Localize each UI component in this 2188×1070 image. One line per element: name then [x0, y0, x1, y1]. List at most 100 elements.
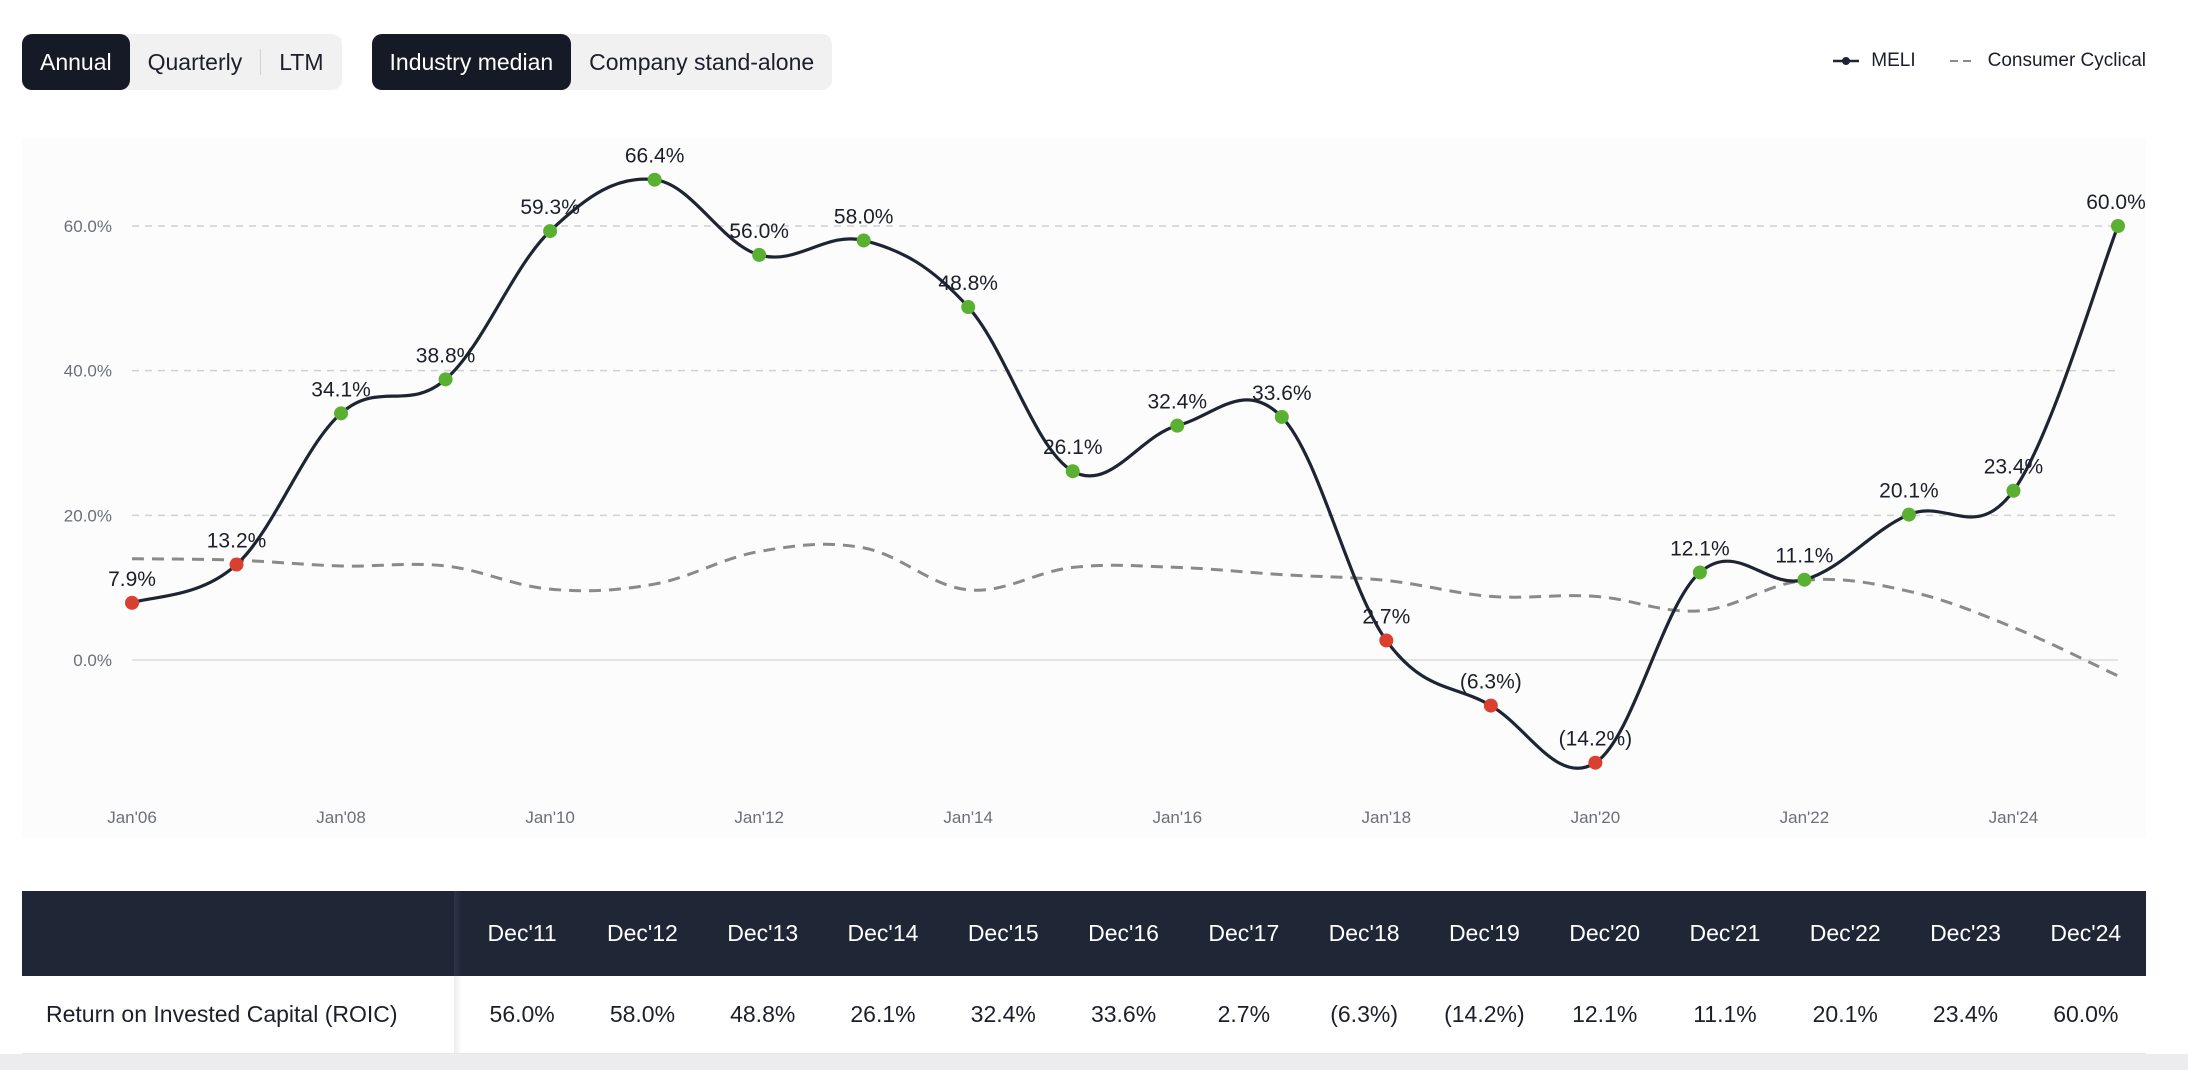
company-standalone-button[interactable]: Company stand-alone: [589, 48, 815, 75]
table-header-cells: Dec'11 Dec'12 Dec'13 Dec'14 Dec'15 Dec'16 Dec'…: [462, 891, 2146, 976]
data-label: 60.0%: [2086, 191, 2146, 214]
industry-median-button[interactable]: Industry median: [371, 34, 572, 90]
x-tick-label: Jan'20: [1571, 808, 1621, 827]
table-cell: 60.0%: [2053, 1001, 2119, 1027]
data-point: [1588, 755, 1603, 770]
legend-item-industry[interactable]: Consumer Cyclical: [1949, 50, 2146, 72]
table-cell: 33.6%: [1090, 1001, 1157, 1027]
table-header-cell: Dec'11: [487, 920, 557, 946]
data-label: 38.8%: [416, 344, 476, 367]
table-row-cells: 56.0% 58.0% 48.8% 26.1% 32.4% 33.6% 2.7% (6.3%)…: [462, 976, 2146, 1053]
table-header-cell: Dec'14: [847, 920, 919, 946]
data-point: [125, 595, 139, 610]
table-header-cell: Dec'16: [1088, 920, 1159, 946]
table-header-cell: Dec'15: [967, 920, 1039, 946]
period-toggle: Annual Quarterly LTM: [22, 34, 342, 90]
x-tick-label: Jan'14: [943, 808, 993, 827]
data-point: [961, 300, 976, 315]
data-point: [543, 224, 558, 239]
data-label: 13.2%: [207, 530, 267, 553]
data-point: [1065, 464, 1080, 479]
data-point: [1379, 633, 1394, 648]
column-divider: [454, 891, 462, 976]
roic-table: Dec'11 Dec'12 Dec'13 Dec'14 Dec'15 Dec'16 Dec'…: [22, 891, 2146, 1054]
table-header-cell: Dec'20: [1569, 920, 1641, 946]
data-label: 48.8%: [938, 272, 998, 295]
table-header-cell: Dec'21: [1689, 920, 1761, 946]
y-tick-label: 20.0%: [64, 506, 112, 525]
data-point: [647, 172, 662, 187]
column-divider: [454, 976, 462, 1053]
legend-label-industry: Consumer Cyclical: [1987, 50, 2146, 71]
x-tick-label: Jan'24: [1989, 808, 2039, 827]
x-tick-label: Jan'18: [1362, 808, 1412, 827]
meli-series-line: [131, 177, 2120, 770]
data-label: (6.3%): [1460, 671, 1522, 694]
segment-divider: [260, 49, 262, 75]
chart-area: 60.0% 40.0% 20.0% 0.0% Jan'06 Jan'08 Jan'10 Jan…: [22, 138, 2146, 838]
data-point: [1483, 698, 1498, 713]
table-cell: 23.4%: [1932, 1001, 1999, 1027]
data-point: [2111, 219, 2125, 233]
data-label: 33.6%: [1252, 382, 1312, 405]
table-header-cell: Dec'12: [606, 920, 678, 946]
data-label: 66.4%: [625, 145, 685, 168]
y-tick-label: 0.0%: [73, 651, 112, 670]
legend-item-company[interactable]: MELI: [1833, 50, 1916, 72]
table-cell: (14.2%): [1444, 1001, 1525, 1027]
data-label: 59.3%: [520, 196, 580, 219]
data-label: 58.0%: [834, 205, 894, 228]
y-tick-label: 60.0%: [64, 217, 112, 236]
x-tick-label: Jan'06: [107, 808, 157, 827]
data-label: 11.1%: [1775, 545, 1833, 568]
x-tick-label: Jan'12: [734, 808, 784, 827]
annual-button[interactable]: Annual: [22, 34, 130, 90]
solid-line-marker-icon: [1833, 57, 1860, 65]
table-cell: 20.1%: [1812, 1001, 1878, 1027]
table-header-cell: Dec'17: [1208, 920, 1280, 946]
table-cell: 48.8%: [730, 1001, 796, 1027]
data-point: [438, 372, 453, 387]
table-row-label: Return on Invested Capital (ROIC): [46, 1001, 398, 1027]
chart-legend: MELI Consumer Cyclical: [1799, 50, 2146, 72]
ltm-button[interactable]: LTM: [279, 48, 324, 75]
roic-line-chart: 60.0% 40.0% 20.0% 0.0% Jan'06 Jan'08 Jan'10 Jan…: [64, 145, 2146, 827]
table-header-cell: Dec'13: [727, 920, 799, 946]
data-point: [2006, 483, 2021, 498]
table-row: Return on Invested Capital (ROIC) 56.0% 5…: [22, 976, 2146, 1054]
x-tick-label: Jan'22: [1780, 808, 1830, 827]
data-point: [334, 406, 349, 421]
data-label: 32.4%: [1147, 391, 1207, 414]
quarterly-button[interactable]: Quarterly: [147, 48, 243, 75]
data-point: [1274, 409, 1289, 424]
data-label: 23.4%: [1984, 456, 2044, 479]
y-tick-label: 40.0%: [64, 362, 112, 381]
table-cell: 2.7%: [1217, 1001, 1271, 1027]
legend-label-company: MELI: [1871, 50, 1916, 71]
table-cell: 26.1%: [850, 1001, 916, 1027]
data-label: 2.7%: [1362, 605, 1410, 628]
data-label: 34.1%: [311, 378, 371, 401]
data-label: 20.1%: [1879, 480, 1939, 503]
table-cell: 32.4%: [970, 1001, 1036, 1027]
data-point: [856, 233, 871, 248]
table-header-cell: Dec'18: [1328, 920, 1400, 946]
data-point: [229, 557, 244, 572]
table-cell: 11.1%: [1693, 1001, 1757, 1027]
x-tick-label: Jan'08: [316, 808, 366, 827]
data-label: (14.2%): [1559, 728, 1633, 751]
table-cell: 56.0%: [489, 1001, 555, 1027]
data-point: [1170, 418, 1185, 433]
table-cell: 12.1%: [1572, 1001, 1638, 1027]
table-header-cell: Dec'19: [1448, 920, 1520, 946]
x-tick-label: Jan'16: [1152, 808, 1202, 827]
toolbar: Annual Quarterly LTM Industry median Com…: [22, 34, 862, 90]
x-tick-label: Jan'10: [525, 808, 575, 827]
data-label: 56.0%: [729, 220, 789, 243]
table-cell: 58.0%: [609, 1001, 676, 1027]
data-label: 7.9%: [108, 568, 156, 591]
table-header-cell: Dec'23: [1930, 920, 2001, 946]
dashed-line-icon: [1949, 60, 1976, 62]
benchmark-toggle: Industry median Company stand-alone: [371, 34, 833, 90]
data-label: 12.1%: [1670, 537, 1730, 560]
